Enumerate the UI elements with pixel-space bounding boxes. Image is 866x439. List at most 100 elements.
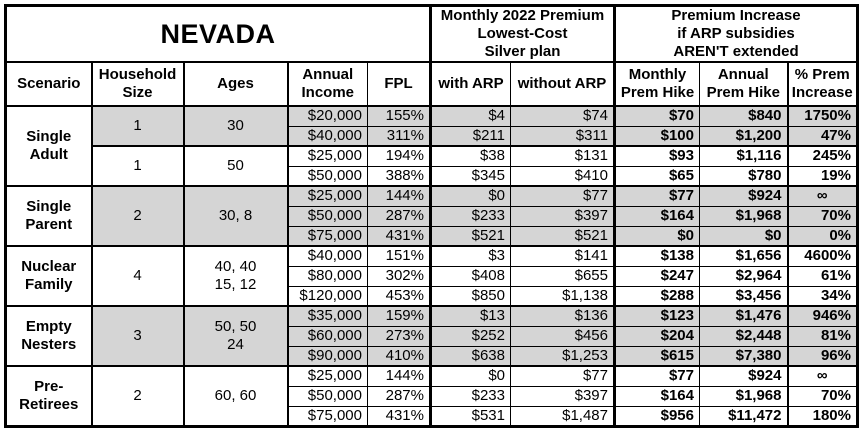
without-arp-cell: $397 xyxy=(510,205,615,227)
pct-prem-increase-cell: 1750% xyxy=(786,105,858,127)
income-cell: $120,000 xyxy=(286,285,368,307)
increase-header-line: if ARP subsidies xyxy=(677,25,795,42)
income-cell: $20,000 xyxy=(286,105,368,127)
annual-prem-hike-cell: $1,200 xyxy=(699,125,788,147)
household-size-cell: 1 xyxy=(90,145,184,187)
fpl-cell: 144% xyxy=(367,185,431,207)
table-row: $80,000 302% $408 $655 $247 $2,964 61% xyxy=(6,265,858,287)
header-line: Size xyxy=(122,84,153,101)
fpl-cell: 155% xyxy=(367,105,431,127)
household-size-cell: 2 xyxy=(90,365,184,427)
table-row: Empty Nesters 3 50, 50 24 $35,000 159% $13 $136 $… xyxy=(5,305,858,367)
fpl-cell: 194% xyxy=(367,145,431,167)
without-arp-cell: $521 xyxy=(510,225,615,247)
monthly-prem-hike-cell: $77 xyxy=(613,185,700,207)
fpl-cell: 159% xyxy=(367,305,431,327)
with-arp-cell: $13 xyxy=(429,305,511,327)
annual-prem-hike-cell: $2,964 xyxy=(699,265,788,287)
ages-cell: 60, 60 xyxy=(182,365,288,427)
pct-prem-increase-cell: 34% xyxy=(786,285,858,307)
pct-prem-increase-cell: 180% xyxy=(786,405,858,427)
pct-prem-increase-cell: 946% xyxy=(786,305,858,327)
income-cell: $25,000 xyxy=(286,365,368,387)
with-arp-cell: $0 xyxy=(429,365,511,387)
column-header-pct-prem-increase: % Prem Increase xyxy=(786,61,858,107)
table-header: NEVADA Monthly 2022 Premium Lowest-Cost … xyxy=(5,5,858,107)
monthly-prem-hike-cell: $93 xyxy=(613,145,700,167)
scenario-cell: Pre- Retirees xyxy=(5,365,92,427)
pct-prem-increase-cell: 0% xyxy=(786,225,858,247)
column-header-ages: Ages xyxy=(182,61,288,107)
fpl-cell: 410% xyxy=(367,345,431,367)
ages-cell: 30, 8 xyxy=(182,185,288,247)
title-row: NEVADA Monthly 2022 Premium Lowest-Cost … xyxy=(5,5,858,63)
fpl-cell: 151% xyxy=(367,245,431,267)
fpl-cell: 388% xyxy=(367,165,431,187)
annual-prem-hike-cell: $1,968 xyxy=(699,205,788,227)
monthly-prem-hike-cell: $247 xyxy=(613,265,700,287)
household-size-cell: 4 xyxy=(90,245,184,307)
state-title: NEVADA xyxy=(5,5,431,63)
premium-comparison-table: NEVADA Monthly 2022 Premium Lowest-Cost … xyxy=(4,4,859,428)
premium-section-header: Monthly 2022 Premium Lowest-Cost Silver … xyxy=(429,5,615,63)
income-cell: $35,000 xyxy=(286,305,368,327)
table-row: $40,000 311% $211 $311 $100 $1,200 47% xyxy=(6,125,858,147)
table-row: 1 50 $25,000 194% $38 $131 $93 $1,116 245% xyxy=(6,145,858,187)
household-size-cell: 3 xyxy=(90,305,184,367)
with-arp-cell: $3 xyxy=(429,245,511,267)
increase-header-line: AREN'T extended xyxy=(673,43,799,60)
table-row: $60,000 273% $252 $456 $204 $2,448 81% xyxy=(6,325,858,347)
ages-cell: 50 xyxy=(182,145,288,187)
without-arp-cell: $74 xyxy=(510,105,615,127)
without-arp-cell: $136 xyxy=(510,305,615,327)
without-arp-cell: $311 xyxy=(510,125,615,147)
fpl-cell: 431% xyxy=(367,405,431,427)
with-arp-cell: $252 xyxy=(429,325,511,347)
fpl-cell: 287% xyxy=(367,385,431,407)
monthly-prem-hike-cell: $123 xyxy=(613,305,700,327)
table-row: Pre- Retirees 2 60, 60 $25,000 144% $0 $77 $77 $9… xyxy=(5,365,858,427)
monthly-prem-hike-cell: $138 xyxy=(613,245,700,267)
income-cell: $25,000 xyxy=(286,145,368,167)
without-arp-cell: $131 xyxy=(510,145,615,167)
fpl-cell: 144% xyxy=(367,365,431,387)
with-arp-cell: $345 xyxy=(429,165,511,187)
table-body: Single Adult 1 30 $20,000 155% $4 $74 $70 $840 175… xyxy=(5,105,858,427)
monthly-prem-hike-cell: $956 xyxy=(613,405,700,427)
with-arp-cell: $850 xyxy=(429,285,511,307)
fpl-cell: 287% xyxy=(367,205,431,227)
increase-section-header: Premium Increase if ARP subsidies AREN'T… xyxy=(613,5,858,63)
without-arp-cell: $410 xyxy=(510,165,615,187)
monthly-prem-hike-cell: $615 xyxy=(613,345,700,367)
scenario-cell: Single Adult xyxy=(5,105,92,187)
monthly-prem-hike-cell: $204 xyxy=(613,325,700,347)
pct-prem-increase-cell: 245% xyxy=(786,145,858,167)
monthly-prem-hike-cell: $164 xyxy=(613,385,700,407)
income-cell: $50,000 xyxy=(286,385,368,407)
header-line: Annual xyxy=(717,66,769,83)
annual-prem-hike-cell: $2,448 xyxy=(699,325,788,347)
scenario-cell: Empty Nesters xyxy=(5,305,92,367)
header-line: Prem Hike xyxy=(620,84,695,101)
premium-header-line: Lowest-Cost xyxy=(477,25,568,42)
with-arp-cell: $521 xyxy=(429,225,511,247)
column-header-annual-income: Annual Income xyxy=(286,61,368,107)
pct-prem-increase-cell: 81% xyxy=(786,325,858,347)
header-line: Annual xyxy=(302,66,354,83)
annual-prem-hike-cell: $11,472 xyxy=(699,405,788,427)
income-cell: $40,000 xyxy=(286,125,368,147)
table-row: Single Parent 2 30, 8 $25,000 144% $0 $77 $77 $92… xyxy=(5,185,858,247)
annual-prem-hike-cell: $0 xyxy=(699,225,788,247)
header-line: Household xyxy=(98,66,177,83)
pct-prem-increase-cell: 47% xyxy=(786,125,858,147)
annual-prem-hike-cell: $3,456 xyxy=(699,285,788,307)
monthly-prem-hike-cell: $0 xyxy=(613,225,700,247)
increase-header-line: Premium Increase xyxy=(671,7,801,24)
with-arp-cell: $4 xyxy=(429,105,511,127)
column-header-fpl: FPL xyxy=(367,61,431,107)
household-size-cell: 1 xyxy=(90,105,184,147)
with-arp-cell: $638 xyxy=(429,345,511,367)
without-arp-cell: $141 xyxy=(510,245,615,267)
fpl-cell: 273% xyxy=(367,325,431,347)
ages-cell: 50, 50 24 xyxy=(182,305,288,367)
